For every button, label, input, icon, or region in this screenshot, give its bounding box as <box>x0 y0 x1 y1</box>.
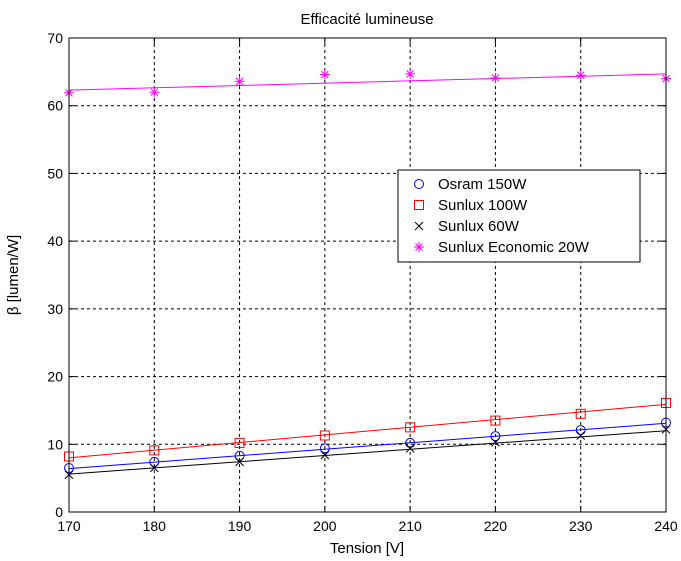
y-tick-label-0: 0 <box>55 504 63 520</box>
x-tick-label-240: 240 <box>654 518 678 534</box>
point-series-1-1 <box>149 445 160 456</box>
fit-line-series-0 <box>68 422 667 470</box>
point-series-2-5 <box>491 437 500 447</box>
y-axis-title: β [lumen/W] <box>5 235 22 315</box>
y-tick-label-60: 60 <box>47 98 63 114</box>
x-tick-label-170: 170 <box>57 518 81 534</box>
legend-label-0: Osram 150W <box>438 176 527 193</box>
y-tick-label-20: 20 <box>47 369 63 385</box>
point-series-3-1 <box>149 87 160 98</box>
point-series-0-5 <box>490 431 501 442</box>
point-series-0-3 <box>319 443 330 454</box>
legend-box <box>397 169 641 263</box>
x-tick-label-200: 200 <box>313 518 337 534</box>
y-tick-label-70: 70 <box>47 30 63 46</box>
point-series-0-1 <box>149 456 160 467</box>
point-series-1-2 <box>234 437 245 448</box>
point-series-1-4 <box>405 422 416 433</box>
legend-marker-1 <box>414 200 424 210</box>
point-series-2-3 <box>320 450 330 460</box>
plot-background <box>69 38 666 512</box>
point-series-0-4 <box>405 437 416 448</box>
point-series-3-6 <box>575 70 586 81</box>
fit-line-series-2 <box>68 430 667 475</box>
point-series-2-1 <box>149 463 159 473</box>
y-tick-label-30: 30 <box>47 301 63 317</box>
point-series-3-2 <box>234 76 245 87</box>
point-series-1-6 <box>575 408 586 419</box>
point-series-2-2 <box>235 457 244 467</box>
x-axis-title: Tension [V] <box>330 540 404 557</box>
point-series-2-4 <box>405 443 415 453</box>
fit-line-series-3 <box>68 73 667 91</box>
plot-frame <box>68 37 667 513</box>
legend-label-3: Sunlux Economic 20W <box>438 239 590 256</box>
chart-title: Efficacité lumineuse <box>300 11 433 28</box>
point-series-2-6 <box>576 431 586 440</box>
point-series-3-3 <box>319 69 330 80</box>
x-tick-label-220: 220 <box>484 518 508 534</box>
fit-line-series-1 <box>68 403 667 459</box>
legend: Osram 150W Sunlux 100W Sunlux 60W Sunlux Ec… <box>397 169 641 263</box>
legend-marker-2 <box>414 221 424 231</box>
legend-label-1: Sunlux 100W <box>438 197 528 214</box>
legend-marker-0 <box>414 179 424 189</box>
point-series-0-2 <box>234 450 245 461</box>
grid <box>69 38 666 512</box>
x-tick-label-180: 180 <box>143 518 167 534</box>
point-series-0-6 <box>575 425 586 436</box>
fit-lines <box>68 73 667 475</box>
legend-label-2: Sunlux 60W <box>438 218 520 235</box>
point-series-1-3 <box>319 430 330 441</box>
point-series-3-4 <box>405 68 416 79</box>
x-tick-label-230: 230 <box>569 518 593 534</box>
y-tick-label-40: 40 <box>47 233 63 249</box>
x-tick-label-210: 210 <box>398 518 422 534</box>
y-tick-label-50: 50 <box>47 165 63 181</box>
point-series-3-5 <box>490 72 501 83</box>
legend-marker-3 <box>414 242 424 252</box>
ticks: 170 180 190 200 210 220 230 240 0 10 20 30 40 50 60 70 <box>47 30 677 534</box>
y-tick-label-10: 10 <box>47 436 63 452</box>
point-series-1-5 <box>490 415 501 426</box>
x-tick-label-190: 190 <box>228 518 252 534</box>
